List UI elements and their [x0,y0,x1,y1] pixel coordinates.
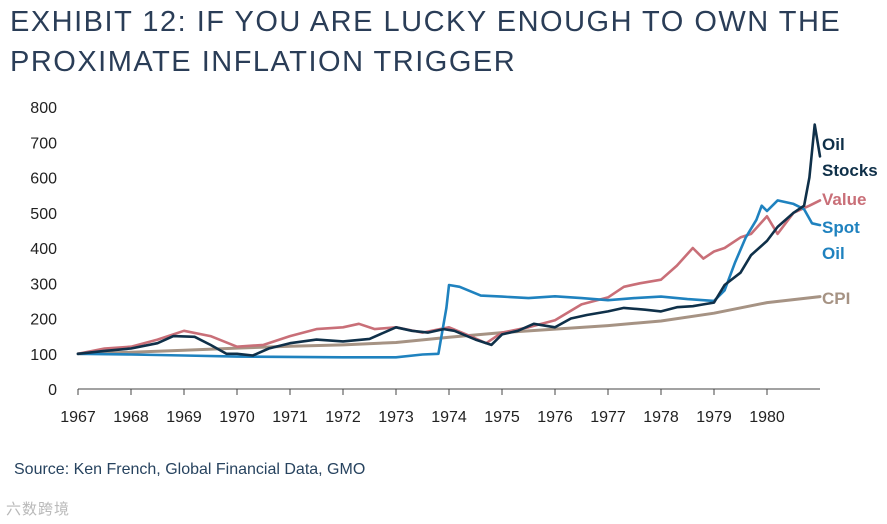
legend-label-spot-oil: Spot [822,218,860,237]
x-tick-label: 1968 [113,409,149,426]
y-tick-label: 800 [30,100,57,117]
y-tick-label: 400 [30,241,57,258]
series-line-value [76,199,822,356]
x-tick-label: 1976 [537,409,573,426]
series-line-cpi [76,295,822,356]
x-tick-label: 1977 [590,409,626,426]
chart-title: EXHIBIT 12: IF YOU ARE LUCKY ENOUGH TO O… [10,2,870,82]
y-tick-label: 700 [30,135,57,152]
x-tick-label: 1972 [325,409,361,426]
y-tick-label: 0 [48,382,57,399]
chart-title-line-1: EXHIBIT 12: IF YOU ARE LUCKY ENOUGH TO O… [10,6,842,38]
chart-title-line-2: PROXIMATE INFLATION TRIGGER [10,46,517,78]
x-tick-label: 1969 [166,409,202,426]
y-tick-label: 200 [30,312,57,329]
x-tick-label: 1980 [749,409,785,426]
x-tick-label: 1971 [272,409,308,426]
y-tick-label: 500 [30,206,57,223]
x-tick-label: 1970 [219,409,255,426]
y-tick-label: 300 [30,276,57,293]
x-tick-label: 1974 [431,409,467,426]
x-tick-label: 1973 [378,409,414,426]
legend-label-cpi: CPI [822,289,850,308]
watermark-logo: 六数跨境 [6,501,71,518]
series-line-oil-stocks [76,123,822,357]
legend-label-oil-stocks: Oil [822,135,845,154]
legend-label-oil-stocks: Stocks [822,161,878,180]
series-line-spot-oil [76,199,822,359]
source-note: Source: Ken French, Global Financial Dat… [14,461,366,478]
x-tick-label: 1967 [60,409,96,426]
y-tick-label: 100 [30,347,57,364]
x-tick-label: 1978 [643,409,679,426]
legend-label-spot-oil: Oil [822,244,845,263]
y-tick-label: 600 [30,171,57,188]
x-tick-label: 1979 [696,409,732,426]
x-tick-label: 1975 [484,409,520,426]
legend-label-value: Value [822,190,866,209]
